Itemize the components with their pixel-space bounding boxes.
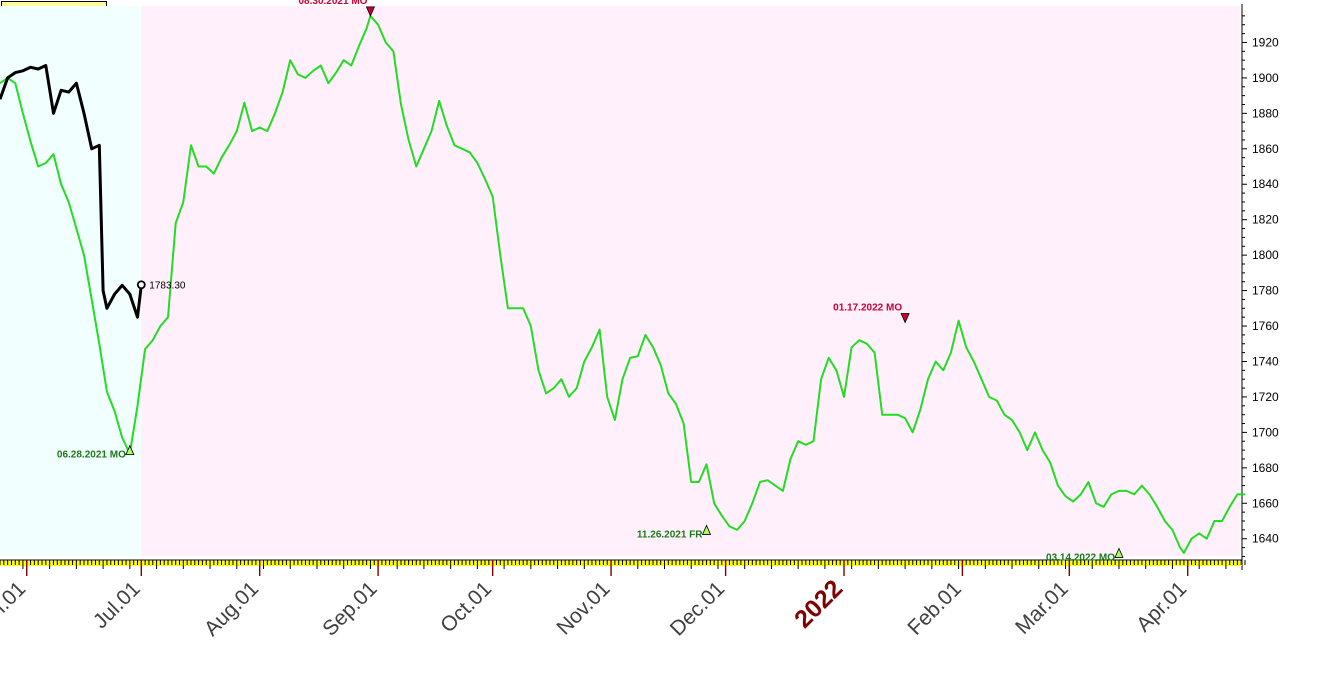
y-tick-label: 1840 [1252,177,1279,191]
y-tick-label: 1880 [1252,106,1279,120]
y-tick-label: 1740 [1252,354,1279,368]
x-tick-label: Aug.01 [200,577,263,640]
x-tick-label: Jun.01 [0,577,30,638]
history-region [0,6,142,556]
x-tick-label: Oct.01 [436,577,496,637]
y-tick-label: 1680 [1252,461,1279,475]
x-tick-label: Dec.01 [666,577,729,640]
bottom-marker-label: 11.26.2021 FR [637,529,703,540]
bottom-marker-label: 06.28.2021 MO [57,450,126,461]
top-marker [365,6,376,17]
bottom-marker [125,444,135,456]
y-tick-label: 1760 [1252,319,1279,333]
y-tick-label: 1720 [1252,390,1279,404]
x-tick-label: Apr.01 [1132,577,1191,636]
y-tick-label: 1860 [1252,142,1279,156]
bottom-marker [701,524,712,535]
top-marker-label: 01.17.2022 MO [833,302,902,313]
y-tick-label: 1900 [1252,71,1279,85]
forecast-region [141,6,1240,556]
y-tick-label: 1640 [1252,532,1279,546]
x-tick-label: Mar.01 [1011,577,1073,639]
y-tick-label: 1820 [1252,213,1279,227]
top-marker-label: 08.30.2021 MO [299,0,368,7]
last-price-label: 1783.30 [149,281,186,292]
x-tick-label: Nov.01 [552,577,614,639]
bottom-marker [1114,547,1124,558]
top-marker [900,313,910,324]
x-axis-band [0,561,1242,566]
x-year-label: 2022 [789,574,848,633]
forecast-series-line [0,14,1245,554]
y-tick-label: 1780 [1252,284,1279,298]
y-tick-label: 1920 [1252,35,1279,49]
price-series-line [0,64,143,319]
bottom-marker-label: 03.14.2022 MO [1046,552,1115,563]
y-tick-label: 1660 [1252,496,1279,510]
x-tick-label: Feb.01 [903,577,966,640]
x-tick-label: Sep.01 [318,577,381,640]
x-tick-label: Jul.01 [89,577,145,633]
last-price-dot [136,280,146,290]
y-tick-label: 1800 [1252,248,1279,262]
y-tick-label: 1700 [1252,425,1279,439]
